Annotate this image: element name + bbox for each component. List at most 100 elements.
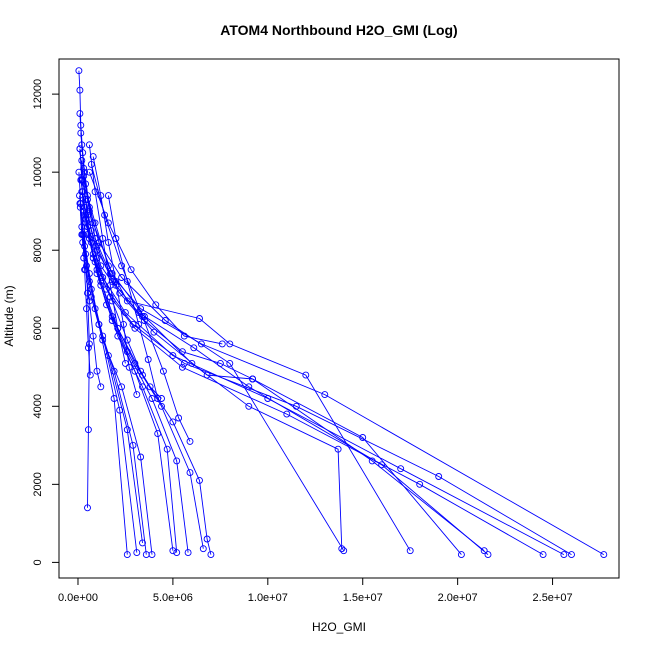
- data-point: [83, 305, 90, 313]
- data-point: [435, 473, 443, 480]
- data-point: [159, 367, 167, 375]
- data-point: [91, 219, 99, 227]
- data-point: [152, 301, 160, 309]
- data-point: [146, 383, 154, 391]
- data-point: [81, 203, 89, 211]
- data-point: [89, 332, 97, 340]
- data-point: [178, 348, 186, 356]
- data-point: [78, 188, 86, 196]
- series-line: [79, 203, 102, 387]
- data-point: [82, 250, 90, 258]
- data-point: [85, 270, 93, 278]
- data-point: [85, 277, 93, 285]
- data-point: [480, 547, 488, 555]
- data-point: [79, 238, 87, 246]
- data-point: [129, 441, 137, 449]
- series-line: [82, 242, 147, 555]
- data-point: [84, 223, 91, 231]
- data-point: [249, 375, 257, 383]
- data-point: [158, 402, 165, 410]
- data-point: [78, 231, 86, 239]
- data-point: [76, 199, 84, 207]
- data-point: [89, 250, 97, 258]
- data-point: [135, 320, 143, 328]
- data-point: [123, 551, 131, 559]
- data-point: [321, 391, 329, 399]
- data-point: [292, 402, 300, 410]
- data-point: [97, 383, 105, 391]
- data-point: [139, 539, 146, 547]
- data-point: [169, 352, 177, 360]
- data-point: [82, 266, 90, 274]
- data-point: [104, 192, 112, 200]
- data-point: [97, 281, 105, 289]
- data-point: [116, 406, 124, 414]
- data-point: [125, 363, 133, 371]
- y-tick-label: 10000: [32, 157, 44, 188]
- y-tick-label: 0: [32, 559, 44, 565]
- series-line: [83, 257, 153, 555]
- data-point: [89, 153, 97, 161]
- data-point: [216, 359, 224, 367]
- data-point: [203, 535, 211, 543]
- data-point: [93, 254, 101, 262]
- data-point: [80, 211, 88, 219]
- x-tick-label: 2.5e+07: [533, 592, 573, 604]
- series-line: [88, 172, 223, 345]
- data-point: [133, 549, 141, 557]
- data-point: [139, 383, 146, 391]
- data-point: [173, 549, 181, 557]
- data-point: [118, 262, 126, 270]
- data-point: [75, 67, 83, 75]
- data-point: [154, 395, 162, 402]
- data-point: [91, 188, 99, 196]
- data-point: [123, 348, 131, 356]
- data-point: [104, 262, 112, 270]
- data-point: [78, 157, 86, 164]
- data-point: [186, 469, 194, 477]
- data-point: [103, 301, 110, 309]
- data-point: [338, 545, 346, 553]
- chart-title: ATOM4 Northbound H2O_GMI (Log): [220, 22, 457, 38]
- data-point: [140, 313, 148, 320]
- data-point: [137, 305, 145, 313]
- data-point: [484, 551, 492, 559]
- data-point: [93, 246, 101, 254]
- data-point: [80, 254, 88, 262]
- data-point: [108, 313, 116, 320]
- data-point: [148, 551, 156, 559]
- data-point: [114, 324, 122, 332]
- data-point: [199, 545, 207, 553]
- data-point: [76, 192, 83, 200]
- data-point: [161, 317, 169, 324]
- data-point: [123, 336, 131, 344]
- data-point: [104, 219, 112, 227]
- data-point: [140, 317, 148, 324]
- data-point: [76, 86, 84, 94]
- data-point: [76, 110, 84, 118]
- data-point: [127, 266, 135, 274]
- data-point: [368, 457, 376, 465]
- data-point: [150, 328, 158, 336]
- y-tick-label: 4000: [32, 394, 44, 418]
- data-point: [87, 238, 95, 246]
- data-point: [76, 145, 84, 153]
- data-point: [169, 418, 177, 426]
- x-tick-label: 1.5e+07: [343, 592, 383, 604]
- data-point: [84, 196, 91, 203]
- data-point: [80, 164, 88, 172]
- data-point: [118, 274, 126, 281]
- data-point: [95, 320, 103, 328]
- data-point: [97, 277, 105, 285]
- data-point: [158, 395, 165, 402]
- data-point: [93, 266, 101, 274]
- data-point: [78, 176, 86, 184]
- data-point: [196, 476, 203, 484]
- series-line: [85, 214, 162, 399]
- data-point: [78, 141, 86, 149]
- data-point: [203, 371, 211, 379]
- data-point: [184, 549, 192, 557]
- data-point: [245, 383, 253, 391]
- series-line: [92, 156, 138, 395]
